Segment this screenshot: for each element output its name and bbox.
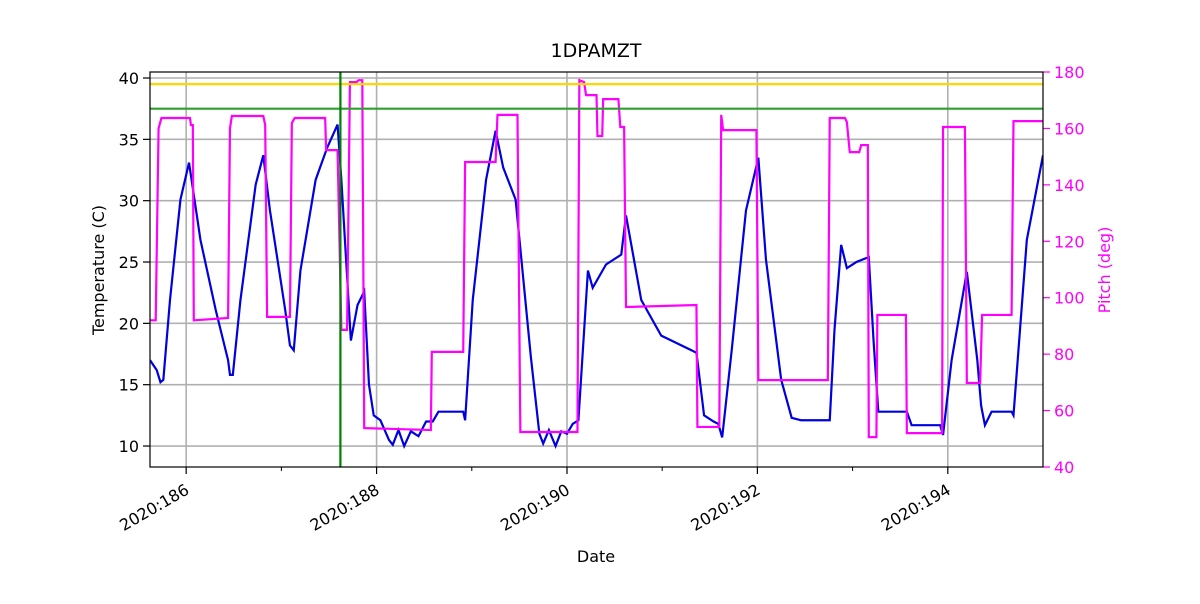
y2-tick-label: 100 (1054, 289, 1085, 308)
y2-tick-label: 60 (1054, 402, 1074, 421)
y-tick-label: 15 (119, 376, 139, 395)
x-axis-label: Date (577, 547, 615, 566)
series-line (150, 78, 1043, 439)
y-tick-label: 20 (119, 314, 139, 333)
y2-axis-label: Pitch (deg) (1095, 227, 1114, 314)
y-tick-label: 25 (119, 253, 139, 272)
y2-tick-label: 140 (1054, 176, 1085, 195)
plot-frame (149, 71, 1044, 468)
y2-tick-label: 120 (1054, 232, 1085, 251)
y2-tick-label: 160 (1054, 119, 1085, 138)
y-tick-label: 35 (119, 130, 139, 149)
y-tick-label: 30 (119, 192, 139, 211)
y2-tick-label: 180 (1054, 63, 1085, 82)
y-tick-label: 40 (119, 69, 139, 88)
y-axis-label: Temperature (C) (89, 205, 108, 336)
y-tick-label: 10 (119, 437, 139, 456)
y2-tick-label: 40 (1054, 458, 1074, 477)
y2-tick-label: 80 (1054, 345, 1074, 364)
chart-title: 1DPAMZT (551, 40, 642, 62)
